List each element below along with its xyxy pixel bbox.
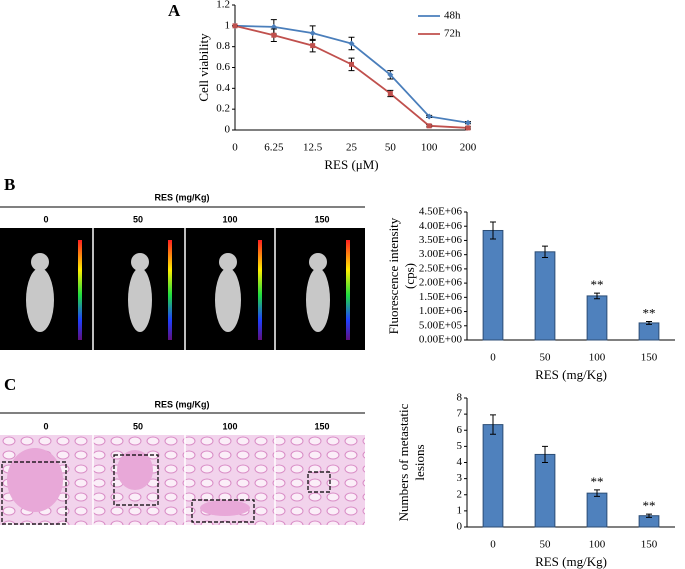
- y-axis-label: lesions: [412, 444, 427, 480]
- y-tick-label: 1: [457, 504, 463, 516]
- y-tick-label: 5: [457, 440, 463, 452]
- y-tick-label: 4.00E+06: [419, 220, 463, 232]
- bar: [586, 492, 608, 528]
- y-axis-label: Cell viability: [196, 33, 211, 102]
- y-tick-label: 4: [457, 456, 463, 468]
- x-tick-label: 0: [490, 352, 496, 364]
- x-tick-label: 0: [490, 539, 496, 551]
- x-tick-label: 12.5: [303, 142, 323, 154]
- error-bar: [594, 489, 600, 497]
- strip-column-label: 0: [43, 214, 48, 224]
- marker: [232, 23, 238, 29]
- significance-label: **: [591, 277, 604, 292]
- bar: [482, 229, 504, 341]
- marker: [387, 91, 393, 97]
- x-tick-label: 50: [540, 352, 552, 364]
- x-axis-label: RES (mg/Kg): [535, 367, 607, 382]
- y-tick-label: 5.00E+05: [419, 319, 463, 331]
- marker: [310, 43, 316, 49]
- x-tick-label: 50: [385, 142, 397, 154]
- x-tick-label: 200: [460, 142, 477, 154]
- y-tick-label: 2.00E+06: [419, 277, 463, 289]
- y-tick-label: 0.6: [216, 61, 230, 73]
- error-bar: [490, 221, 496, 240]
- y-axis-label: Numbers of metastatic: [396, 403, 411, 521]
- panel-label: A: [168, 1, 181, 20]
- marker: [465, 119, 471, 126]
- bar: [638, 322, 660, 341]
- marker: [426, 113, 433, 120]
- marker: [270, 23, 277, 30]
- marker: [426, 123, 432, 129]
- strip-column-label: 100: [222, 214, 237, 224]
- marker: [271, 32, 277, 38]
- x-tick-label: 150: [641, 539, 658, 551]
- error-bar: [646, 513, 652, 518]
- strip-column-label: 100: [222, 421, 237, 431]
- y-tick-label: 4.50E+06: [419, 206, 463, 218]
- significance-label: **: [643, 305, 656, 320]
- y-axis-label: Fluorescence intensity: [386, 217, 401, 334]
- error-bar: [646, 321, 652, 325]
- x-tick-label: 25: [346, 142, 358, 154]
- marker: [309, 30, 316, 37]
- y-tick-label: 0: [457, 521, 463, 533]
- y-tick-label: 8: [457, 392, 463, 404]
- x-axis-label: RES (mg/Kg): [535, 554, 607, 569]
- strip-column-label: 0: [43, 421, 48, 431]
- y-axis-label: (cps): [402, 263, 417, 289]
- strip-header: RES (mg/Kg): [155, 192, 210, 202]
- strip-column-label: 50: [133, 214, 143, 224]
- panel-label: C: [4, 375, 16, 394]
- y-tick-label: 2.50E+06: [419, 262, 463, 274]
- strip-column-label: 50: [133, 421, 143, 431]
- x-tick-label: 0: [232, 142, 238, 154]
- error-bar: [542, 245, 548, 259]
- marker: [348, 40, 355, 47]
- y-tick-label: 1.50E+06: [419, 291, 463, 303]
- marker: [387, 71, 394, 78]
- strip-column-label: 150: [314, 421, 329, 431]
- y-tick-label: 6: [457, 424, 463, 436]
- y-tick-label: 1.2: [216, 0, 230, 11]
- significance-label: **: [591, 474, 604, 489]
- y-tick-label: 2: [457, 488, 463, 500]
- y-tick-label: 0.4: [216, 82, 230, 94]
- x-tick-label: 100: [421, 142, 438, 154]
- y-tick-label: 3.00E+06: [419, 248, 463, 260]
- y-tick-label: 7: [457, 408, 463, 420]
- strip-column-label: 150: [314, 214, 329, 224]
- y-tick-label: 0.8: [216, 40, 230, 52]
- bar: [482, 424, 504, 528]
- legend-label: 48h: [444, 10, 461, 22]
- panel-label: B: [4, 175, 15, 194]
- legend-label: 72h: [444, 28, 461, 40]
- error-bar: [542, 445, 548, 463]
- x-tick-label: 50: [540, 539, 552, 551]
- histology-images: [0, 206, 365, 525]
- x-tick-label: 150: [641, 352, 658, 364]
- y-tick-label: 1.00E+06: [419, 305, 463, 317]
- y-tick-label: 3.50E+06: [419, 234, 463, 246]
- x-tick-label: 100: [589, 352, 606, 364]
- x-tick-label: 6.25: [264, 142, 284, 154]
- x-tick-label: 100: [589, 539, 606, 551]
- mouse-images: [0, 228, 365, 350]
- y-tick-label: 3: [457, 472, 463, 484]
- bar: [586, 295, 608, 341]
- y-tick-label: 0.00E+00: [419, 334, 463, 346]
- y-tick-label: 0.2: [216, 103, 230, 115]
- error-bar: [490, 414, 496, 435]
- marker: [465, 125, 471, 131]
- y-tick-label: 1: [225, 19, 231, 31]
- bar: [534, 453, 556, 528]
- y-tick-label: 0: [225, 124, 231, 136]
- strip-header: RES (mg/Kg): [155, 399, 210, 409]
- x-axis-label: RES (μM): [324, 157, 378, 172]
- marker: [349, 61, 354, 67]
- significance-label: **: [643, 498, 656, 513]
- error-bar: [594, 292, 600, 300]
- bar: [534, 251, 556, 341]
